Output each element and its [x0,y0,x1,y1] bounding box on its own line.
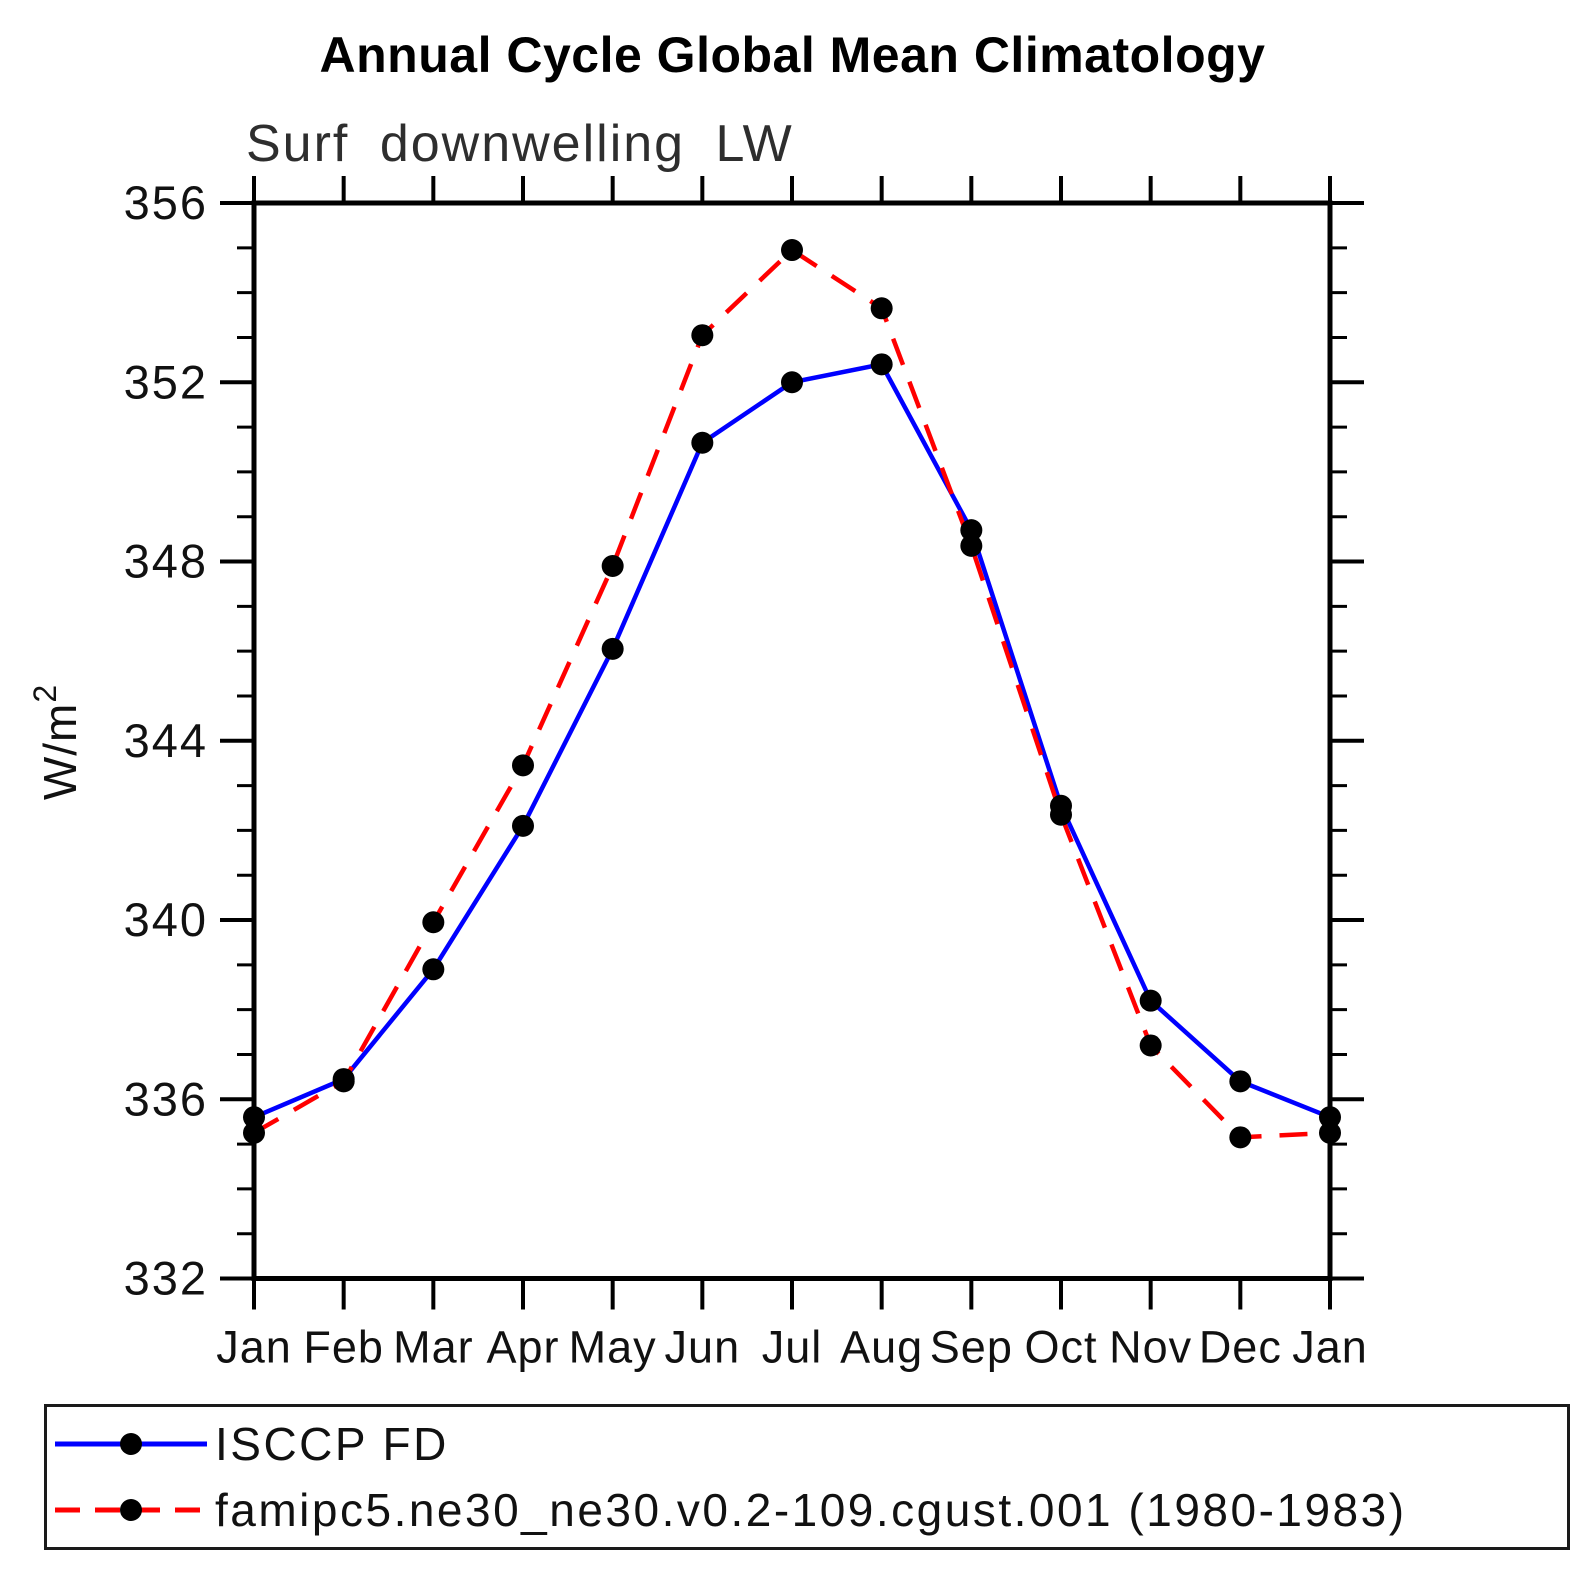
legend-item: famipc5.ne30_ne30.v0.2-109.cgust.001 (19… [49,1482,1567,1538]
series-line-0 [253,361,1331,1120]
chart-title: Annual Cycle Global Mean Climatology [319,27,1266,83]
x-tick-label: Jan [216,1322,292,1373]
x-tick-label: Jan [1292,1322,1368,1373]
x-tick-label: Oct [1024,1322,1097,1373]
legend-label: famipc5.ne30_ne30.v0.2-109.cgust.001 (19… [215,1483,1407,1536]
x-tick-label: Dec [1199,1322,1282,1373]
y-tick-label: 340 [124,893,208,946]
legend-label: ISCCP FD [215,1418,449,1471]
legend-line-sample [55,1433,207,1456]
y-axis-label: W/m2 [27,684,86,800]
y-tick-label: 352 [124,355,208,408]
x-tick-label: Nov [1109,1322,1192,1373]
x-tick-label: Feb [303,1322,384,1373]
legend-line-sample [55,1498,207,1521]
x-tick-label: Jul [762,1322,823,1373]
marker-dot-icon [120,1498,142,1521]
series-markers-1 [243,239,1341,1149]
x-tick-label: Sep [930,1322,1013,1373]
y-tick-label: 336 [124,1072,208,1125]
legend-box: ISCCP FD famipc5.ne30_ne30.v0.2-109.cgus… [44,1404,1570,1550]
chart-subtitle: Surf downwelling LW [246,115,794,173]
x-tick-label: May [569,1322,657,1373]
legend-item: ISCCP FD [49,1416,1567,1472]
y-tick-label: 356 [124,176,208,229]
marker-dot-icon [120,1433,142,1456]
x-tick-label: Aug [840,1322,923,1373]
series-markers-0 [243,353,1341,1129]
y-tick-label: 348 [124,535,208,588]
x-tick-label: Apr [486,1322,559,1373]
y-tick-label: 344 [124,714,208,767]
y-tick-label: 332 [124,1252,208,1305]
x-tick-label: Jun [665,1322,741,1373]
x-tick-label: Mar [393,1322,474,1373]
